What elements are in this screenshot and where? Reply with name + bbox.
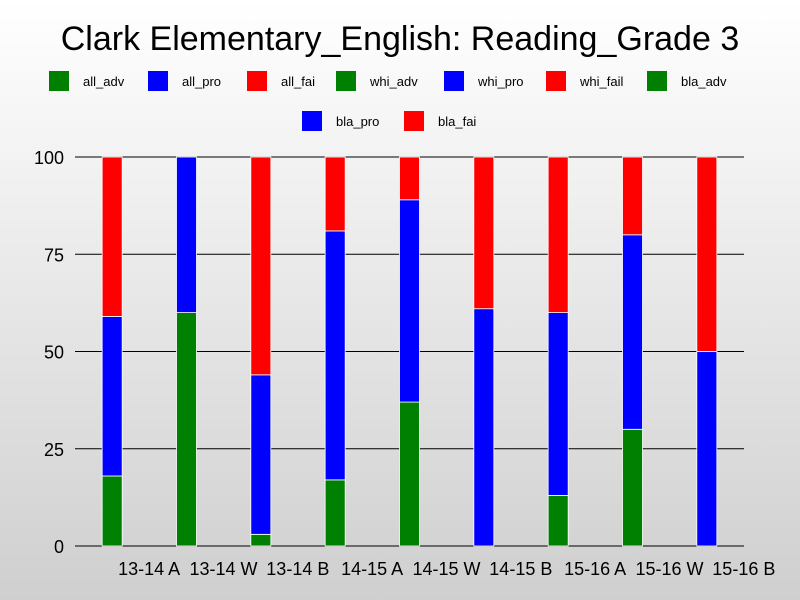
legend-item-all_adv: all_adv — [49, 71, 125, 91]
bar-segment-adv — [176, 312, 197, 547]
bar-segment-adv — [399, 401, 420, 547]
legend-label: whi_fail — [579, 74, 623, 89]
y-tick-label: 25 — [44, 440, 64, 460]
legend-label: bla_fai — [438, 114, 476, 129]
bar-segment-pro — [547, 312, 569, 496]
bar-segment-pro — [399, 199, 420, 403]
bar-segment-fail — [399, 156, 420, 201]
x-tick-label: 15-16 W — [635, 559, 703, 579]
legend-label: all_pro — [182, 74, 221, 89]
legend-swatch — [49, 71, 69, 91]
bar-segment-adv — [324, 479, 346, 547]
x-tick-label: 15-16 A — [564, 559, 626, 579]
legend-label: all_fai — [281, 74, 315, 89]
bar-segment-fail — [473, 156, 495, 310]
legend-label: whi_adv — [369, 74, 418, 89]
bar-segment-adv — [101, 475, 123, 547]
legend-item-all_pro: all_pro — [148, 71, 221, 91]
y-tick-label: 0 — [54, 537, 64, 557]
y-axis-ticks: 0 25 50 75 100 — [34, 148, 64, 557]
x-axis-ticks: 13-14 A 13-14 W 13-14 B 14-15 A 14-15 W 14-15… — [118, 559, 775, 579]
x-tick-label: 13-14 A — [118, 559, 180, 579]
legend-label: all_adv — [83, 74, 125, 89]
bar-segment-fail — [101, 156, 123, 317]
bar-segment-pro — [250, 374, 272, 535]
legend-item-whi_adv: whi_adv — [336, 71, 418, 91]
bar-segment-adv — [622, 428, 643, 547]
x-tick-label: 14-15 A — [341, 559, 403, 579]
bar-segment-fail — [547, 156, 569, 314]
y-tick-label: 75 — [44, 245, 64, 265]
legend-swatch — [444, 71, 464, 91]
y-tick-label: 50 — [44, 343, 64, 363]
legend-swatch — [336, 71, 356, 91]
bar-segment-pro — [696, 351, 718, 547]
legend-swatch — [404, 111, 424, 131]
chart-title: Clark Elementary_English: Reading_Grade … — [60, 20, 740, 58]
legend-item-whi_fail: whi_fail — [546, 71, 623, 91]
y-tick-label: 100 — [34, 148, 64, 168]
legend-swatch — [247, 71, 267, 91]
x-tick-label: 14-15 W — [412, 559, 480, 579]
legend-item-bla_adv: bla_adv — [647, 71, 727, 91]
bars — [101, 156, 718, 547]
bar-segment-pro — [473, 308, 495, 547]
legend-label: bla_adv — [681, 74, 727, 89]
legend: all_adv all_pro all_fai whi_adv whi_pro whi_f… — [49, 71, 727, 131]
bar-segment-fail — [324, 156, 346, 232]
bar-segment-fail — [250, 156, 272, 376]
x-tick-label: 15-16 B — [712, 559, 775, 579]
x-tick-label: 13-14 B — [266, 559, 329, 579]
bar-segment-pro — [622, 234, 643, 430]
bar-segment-pro — [176, 156, 197, 314]
bar-segment-pro — [324, 230, 346, 481]
bar-segment-adv — [250, 533, 272, 547]
legend-item-all_fai: all_fai — [247, 71, 315, 91]
legend-item-bla_fai: bla_fai — [404, 111, 476, 131]
bar-segment-adv — [547, 495, 569, 547]
x-tick-label: 14-15 B — [489, 559, 552, 579]
x-tick-label: 13-14 W — [189, 559, 257, 579]
legend-swatch — [302, 111, 322, 131]
legend-label: bla_pro — [336, 114, 379, 129]
bar-segment-fail — [696, 156, 718, 352]
legend-item-bla_pro: bla_pro — [302, 111, 379, 131]
legend-swatch — [148, 71, 168, 91]
legend-swatch — [546, 71, 566, 91]
legend-item-whi_pro: whi_pro — [444, 71, 524, 91]
bar-segment-fail — [622, 156, 643, 236]
bar-segment-pro — [101, 316, 123, 477]
legend-swatch — [647, 71, 667, 91]
legend-label: whi_pro — [477, 74, 524, 89]
